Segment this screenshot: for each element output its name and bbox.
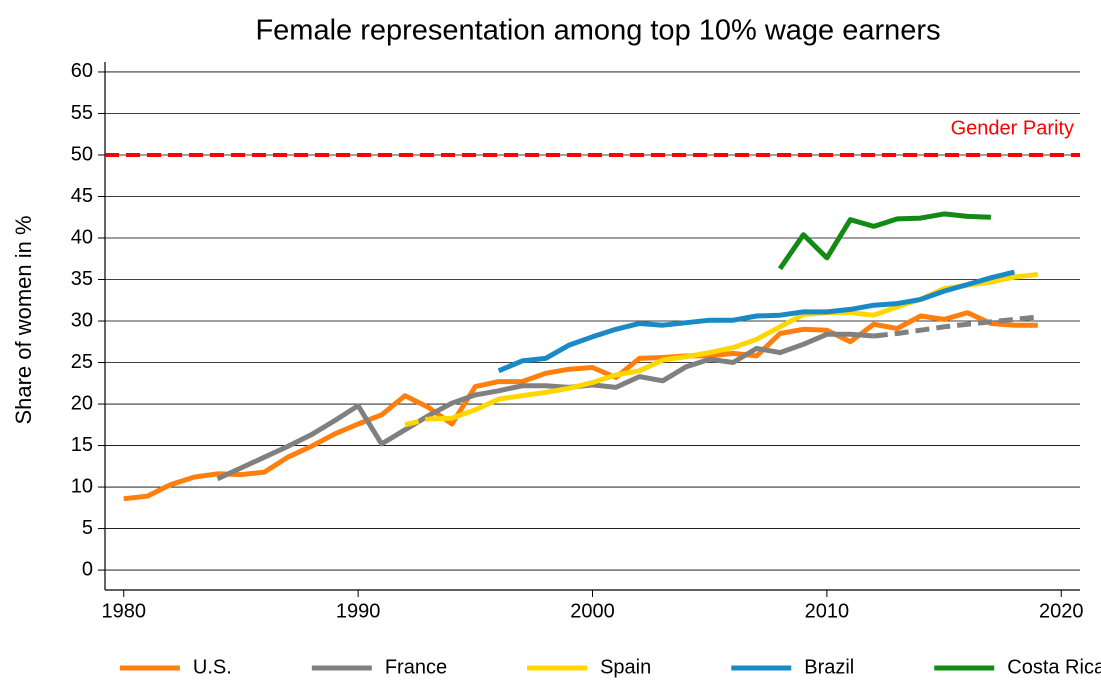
legend-label: U.S.	[193, 656, 232, 678]
legend-label: Brazil	[804, 656, 854, 678]
x-tick-label: 2020	[1039, 600, 1084, 622]
y-tick-label: 25	[71, 351, 93, 373]
series-line	[404, 416, 430, 428]
legend-label: Costa Rica	[1007, 656, 1101, 678]
y-axis-label: Share of women in %	[11, 215, 36, 424]
y-tick-label: 20	[71, 392, 93, 414]
chart-title: Female representation among top 10% wage…	[255, 15, 940, 47]
y-tick-label: 30	[71, 309, 93, 331]
y-tick-label: 40	[71, 226, 93, 248]
legend-label: France	[385, 656, 447, 678]
y-tick-label: 35	[71, 268, 93, 290]
x-tick-label: 1990	[336, 600, 381, 622]
y-tick-label: 50	[71, 143, 93, 165]
y-tick-label: 5	[82, 517, 93, 539]
legend-label: Spain	[600, 656, 651, 678]
reference-label: Gender Parity	[951, 117, 1074, 139]
y-tick-label: 0	[82, 558, 93, 580]
x-tick-label: 1980	[102, 600, 147, 622]
x-tick-label: 2000	[570, 600, 615, 622]
y-tick-label: 45	[71, 185, 93, 207]
series-line	[123, 310, 1038, 502]
series-line	[777, 211, 991, 271]
y-tick-label: 55	[71, 102, 93, 124]
y-tick-label: 10	[71, 475, 93, 497]
series-line	[497, 269, 1015, 374]
series-line	[428, 272, 1039, 422]
x-tick-label: 2010	[805, 600, 850, 622]
y-tick-label: 60	[71, 60, 93, 82]
series-line	[873, 314, 1039, 339]
series-line	[216, 331, 874, 482]
y-tick-label: 15	[71, 434, 93, 456]
